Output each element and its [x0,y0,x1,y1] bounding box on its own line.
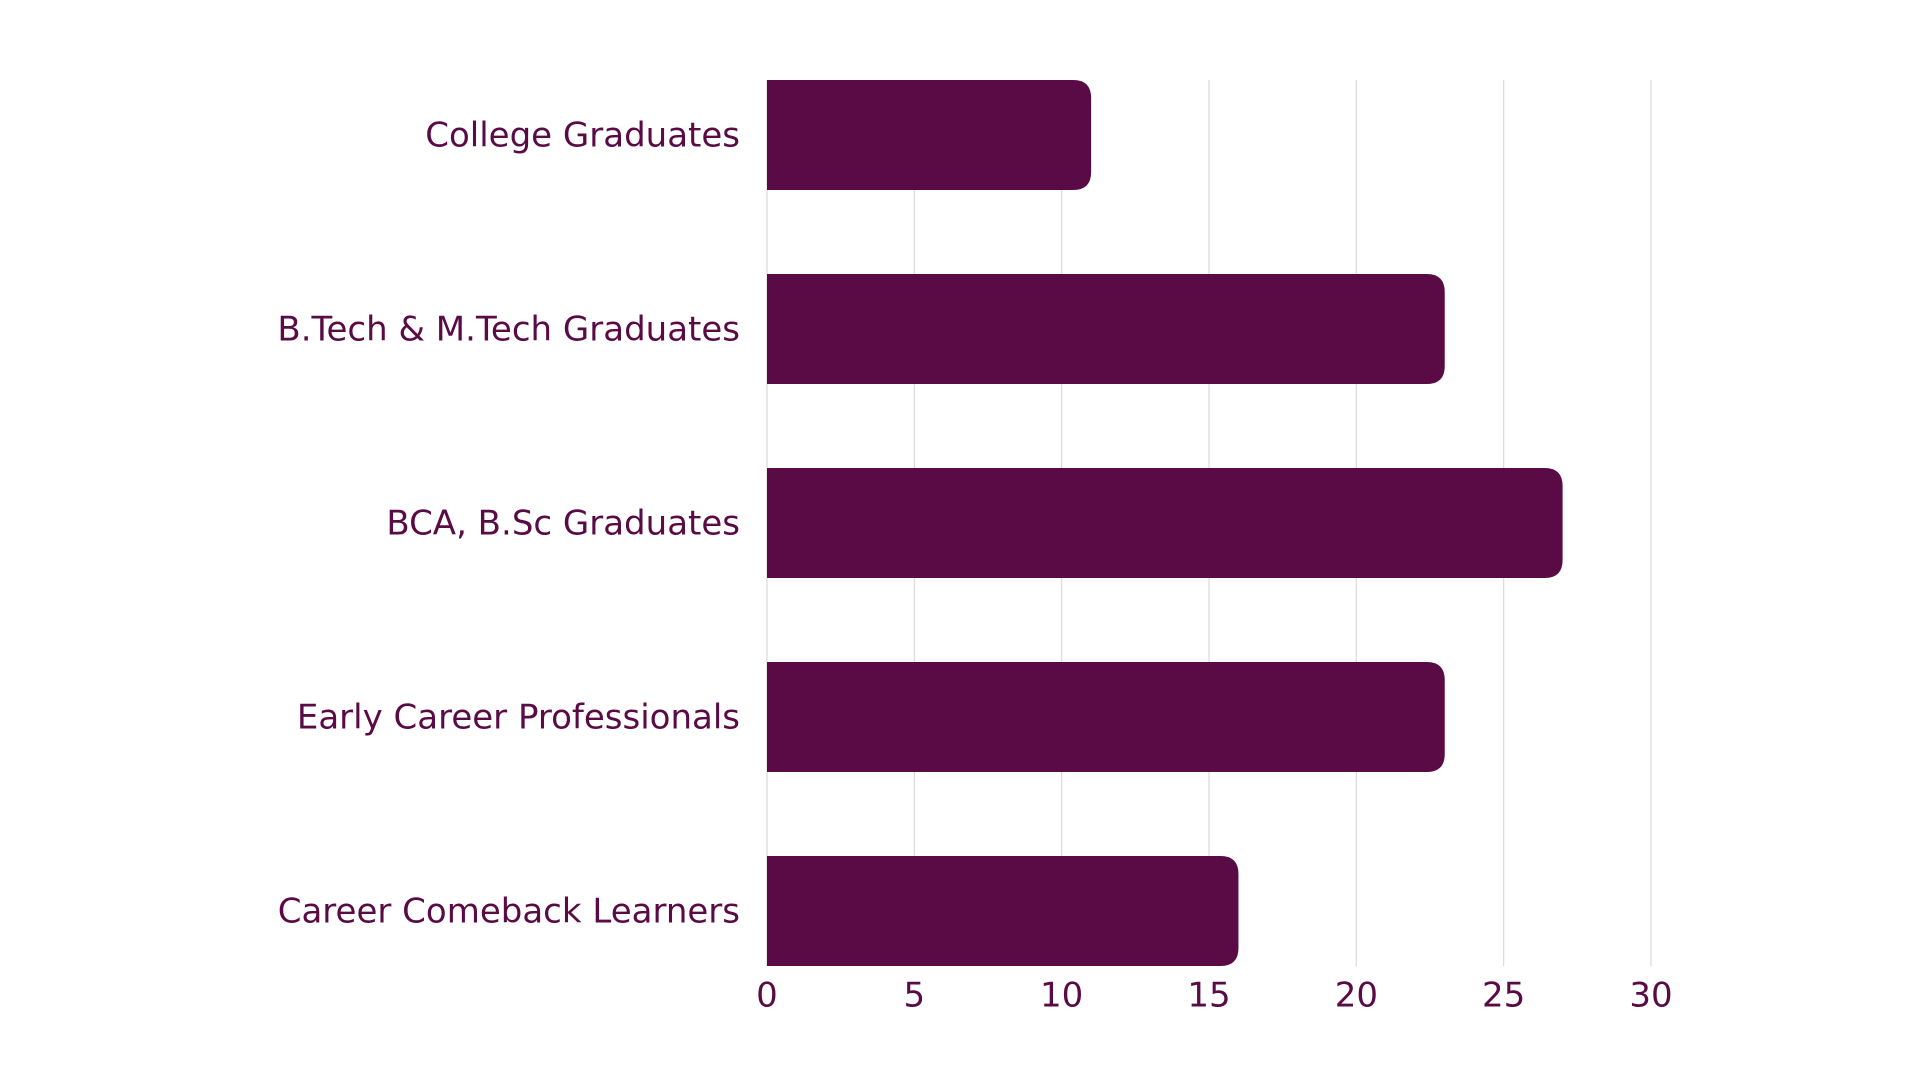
category-label: B.Tech & M.Tech Graduates [277,310,740,350]
bar [767,274,1445,384]
bar [767,80,1092,190]
x-tick-label: 10 [1040,976,1083,1016]
x-tick-label: 20 [1335,976,1378,1016]
bars [767,80,1563,966]
bar [767,662,1445,772]
x-tick-label: 5 [904,976,926,1016]
category-label: Career Comeback Learners [278,892,740,932]
x-tick-label: 0 [756,976,778,1016]
x-axis-tick-labels: 0 5 10 15 20 25 30 [756,976,1672,1016]
x-tick-label: 25 [1482,976,1525,1016]
bar [767,856,1239,966]
category-label: Early Career Professionals [297,698,740,738]
bar [767,468,1563,578]
category-labels: College Graduates B.Tech & M.Tech Graduat… [277,116,740,932]
x-tick-label: 15 [1187,976,1230,1016]
x-tick-label: 30 [1629,976,1672,1016]
category-label: College Graduates [425,116,740,156]
category-label: BCA, B.Sc Graduates [386,504,740,544]
